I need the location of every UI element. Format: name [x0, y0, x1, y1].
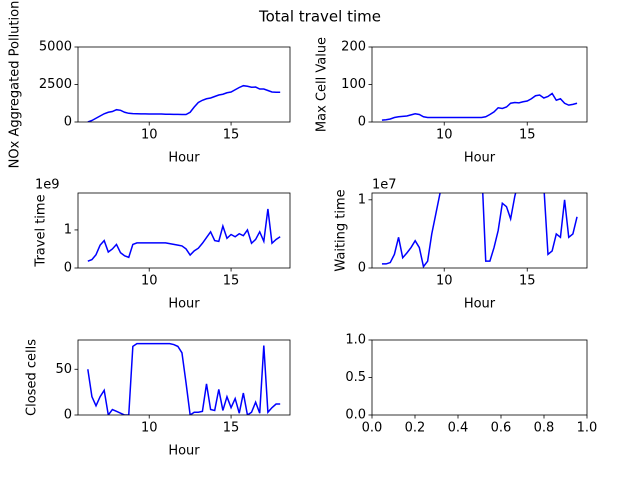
y-axis-label: Max Cell Value	[315, 37, 330, 132]
x-tick-label: 0.8	[534, 421, 555, 436]
y-offset-label: 1e9	[35, 178, 60, 193]
data-line	[381, 193, 578, 268]
x-tick-label: 15	[223, 421, 240, 436]
figure-title: Total travel time	[258, 8, 381, 26]
y-tick-label: 0	[358, 115, 366, 130]
y-tick-label: 0.0	[345, 408, 366, 423]
x-tick-label: 10	[141, 421, 158, 436]
x-axis-label: Hour	[168, 297, 200, 312]
x-tick-label: 15	[223, 274, 240, 289]
axes-frame	[77, 339, 291, 416]
y-tick-label: 1	[64, 222, 72, 237]
y-tick-label: 0	[64, 261, 72, 276]
x-tick-label: 15	[519, 128, 536, 143]
data-line	[87, 342, 281, 415]
x-tick-label: 1.0	[577, 421, 598, 436]
x-axis-label: Hour	[464, 297, 496, 312]
x-tick-label: 0.2	[405, 421, 426, 436]
x-tick-label: 10	[436, 128, 453, 143]
y-tick-label: 0.5	[345, 370, 366, 385]
y-tick-label: 2500	[39, 77, 72, 92]
axes-frame	[371, 192, 588, 269]
x-axis-label: Hour	[168, 444, 200, 459]
y-tick-label: 1.0	[345, 333, 366, 348]
x-tick-label: 15	[519, 274, 536, 289]
data-line	[87, 84, 281, 122]
y-tick-label: 5000	[39, 40, 72, 55]
data-line	[381, 92, 578, 121]
y-tick-label: 0	[64, 408, 72, 423]
data-line	[87, 208, 281, 262]
y-tick-label: 0	[64, 115, 72, 130]
x-tick-label: 0.6	[491, 421, 512, 436]
y-tick-label: 200	[341, 40, 366, 55]
x-tick-label: 15	[223, 128, 240, 143]
x-axis-label: Hour	[464, 151, 496, 166]
x-tick-label: 10	[141, 128, 158, 143]
y-tick-label: 0	[358, 261, 366, 276]
x-tick-label: 10	[141, 274, 158, 289]
y-axis-label: Waiting time	[334, 189, 349, 271]
x-axis-label: Hour	[168, 151, 200, 166]
y-tick-label: 50	[55, 362, 72, 377]
y-axis-label: Closed cells	[25, 339, 40, 416]
y-axis-label: NOx Aggregated Pollution	[8, 1, 23, 169]
y-offset-label: 1e7	[372, 178, 397, 193]
y-tick-label: 100	[341, 77, 366, 92]
x-tick-label: 0.0	[362, 421, 383, 436]
x-tick-label: 10	[436, 274, 453, 289]
axes-frame	[77, 192, 291, 269]
x-tick-label: 0.4	[448, 421, 469, 436]
y-axis-label: Travel time	[34, 194, 49, 267]
y-tick-label: 1	[358, 192, 366, 207]
